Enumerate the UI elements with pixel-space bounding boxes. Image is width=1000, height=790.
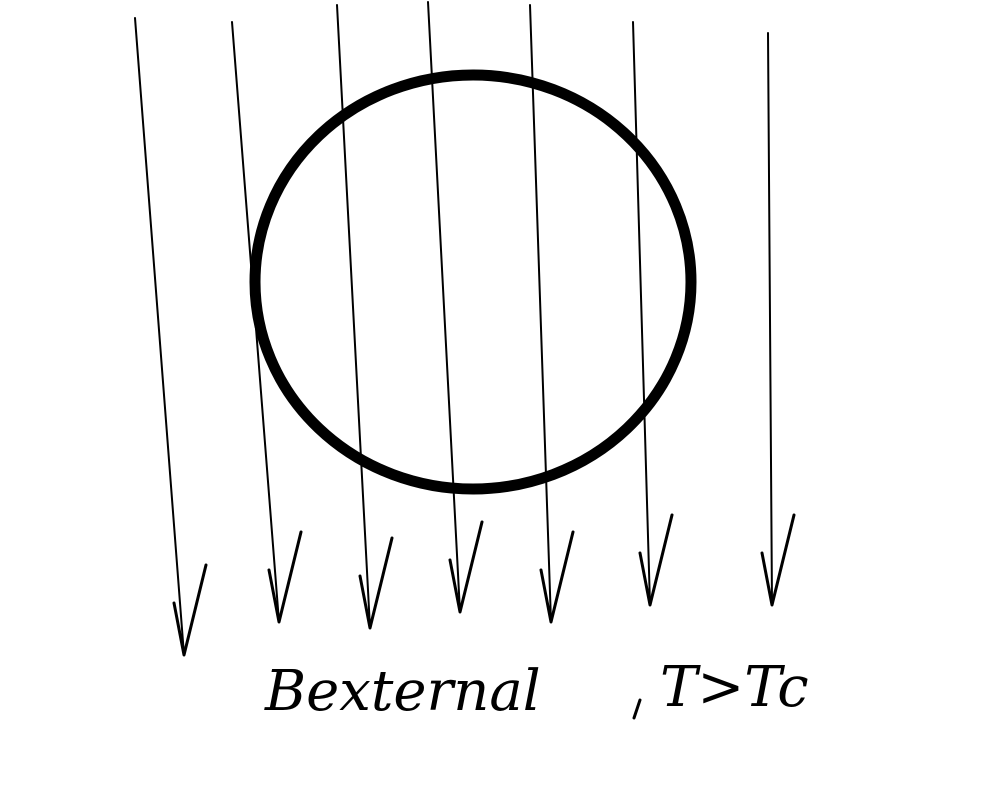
field-line	[336, 4, 371, 629]
superconducting-ring	[249, 69, 697, 495]
field-line-arrow	[134, 17, 208, 657]
field-line	[427, 1, 461, 613]
field-line-arrow	[529, 4, 575, 624]
field-line-arrow	[336, 4, 394, 630]
label-separator-mark	[632, 698, 642, 720]
arrowhead-icon	[358, 536, 394, 630]
field-line	[632, 21, 651, 606]
field-line	[134, 17, 185, 656]
field-line	[767, 32, 773, 606]
arrowhead-icon	[760, 513, 796, 607]
arrowhead-icon	[638, 513, 674, 607]
field-line	[529, 4, 552, 623]
field-line-arrow	[427, 1, 484, 614]
field-line-arrow	[632, 21, 674, 607]
arrowhead-icon	[539, 530, 575, 624]
arrowhead-icon	[172, 563, 208, 657]
field-line-arrow	[760, 32, 796, 607]
arrowhead-icon	[448, 520, 484, 614]
external-field-lines	[134, 1, 796, 657]
field-line-arrow	[231, 21, 303, 624]
field-label: Bexternal	[264, 659, 541, 724]
temperature-condition-label: T>Tc	[660, 655, 809, 720]
arrowhead-icon	[267, 530, 303, 624]
